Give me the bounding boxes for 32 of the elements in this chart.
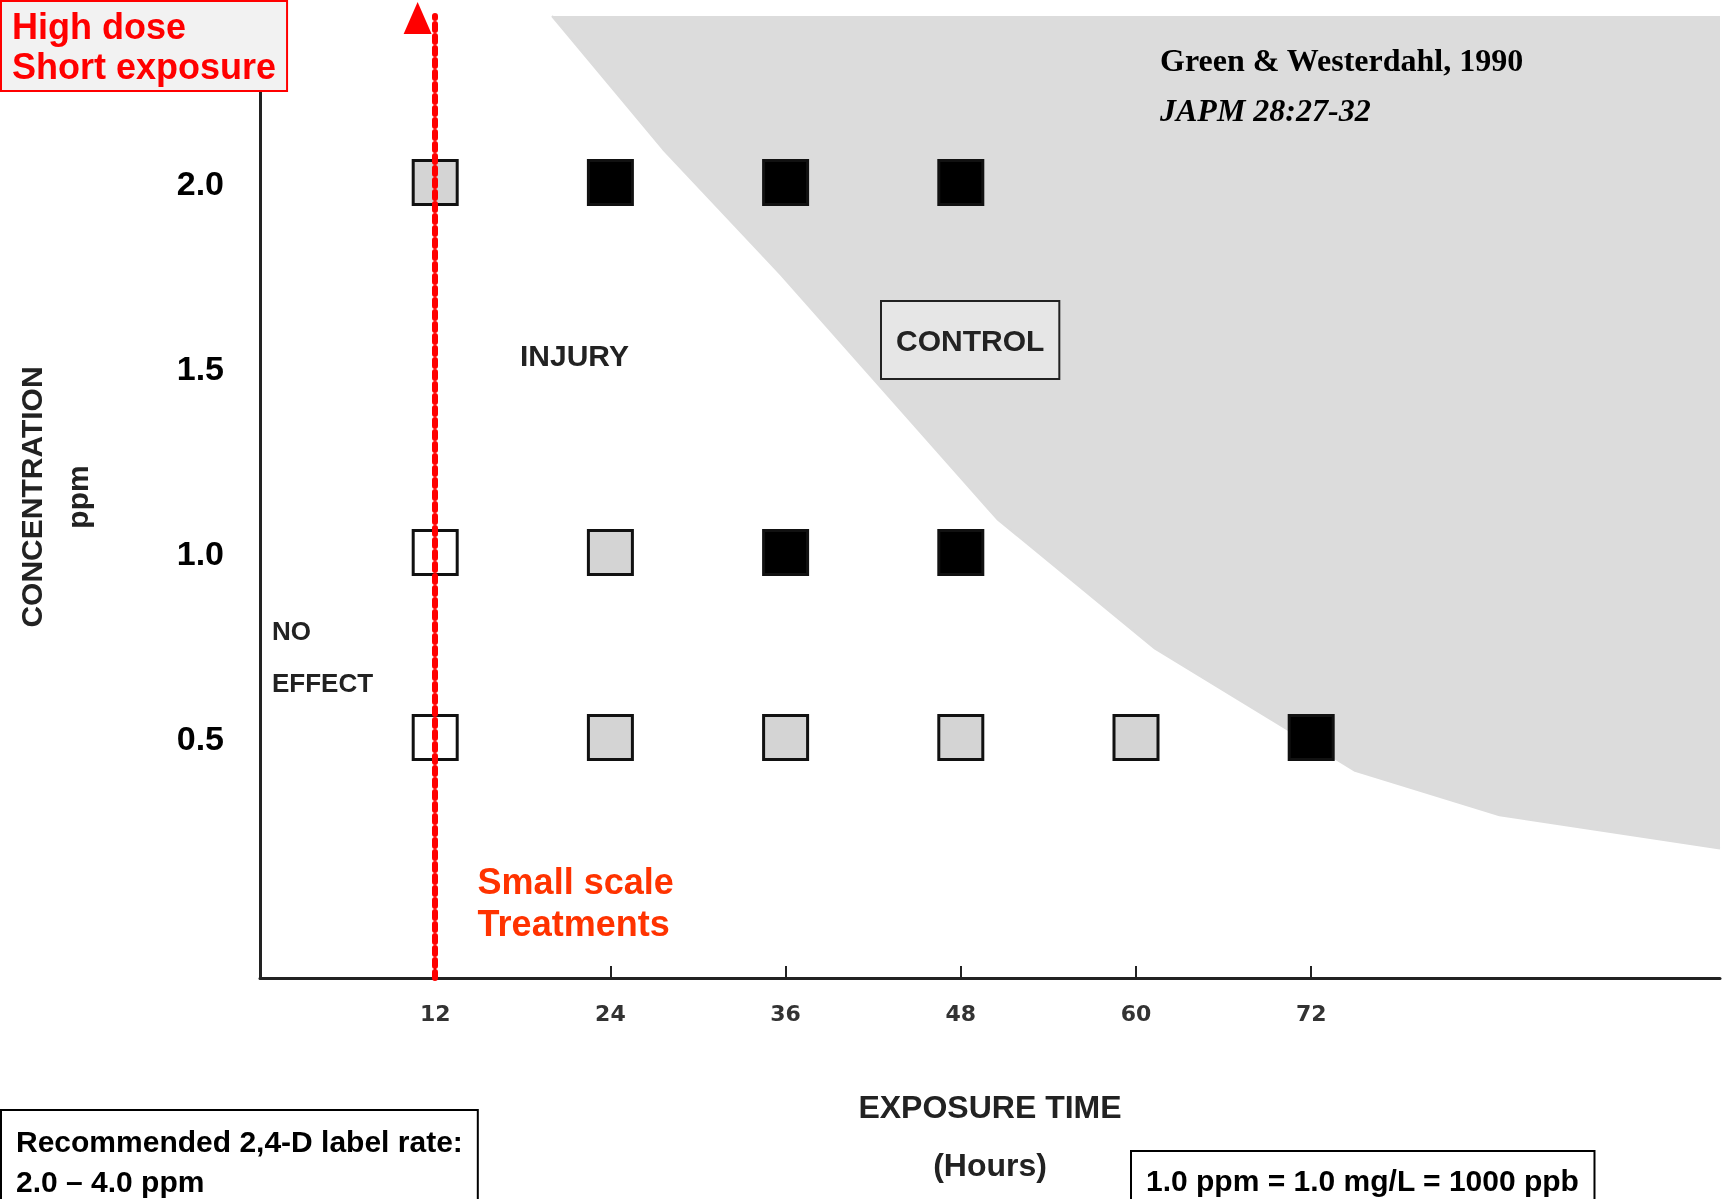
x-tick-label: 24 xyxy=(595,1000,626,1026)
text: Recommended 2,4-D label rate: 2.0 – 4.0 ppm xyxy=(16,1124,463,1198)
y-tick-label: 2.0 xyxy=(176,163,224,202)
x-tick-label: 36 xyxy=(770,1000,801,1026)
x-tick-label: 60 xyxy=(1120,1000,1152,1026)
point xyxy=(937,159,985,206)
point xyxy=(937,529,985,576)
point xyxy=(586,529,634,576)
point xyxy=(762,529,810,576)
ref-line-label: Small scale Treatments xyxy=(477,860,674,944)
x-axis-title: EXPOSURE TIME (Hours) xyxy=(858,1089,1122,1183)
point xyxy=(937,714,985,761)
x-tick-label: 72 xyxy=(1295,1000,1327,1026)
point xyxy=(1112,714,1160,761)
point xyxy=(586,159,634,206)
y-tick-label: 1.5 xyxy=(176,348,224,387)
annotation: High dose Short exposure xyxy=(12,5,277,87)
y-axis-title: CONCENTRATION ppm xyxy=(14,366,94,628)
point xyxy=(762,714,810,761)
x-tick-label: 48 xyxy=(945,1000,977,1026)
annotation: CONTROL xyxy=(896,323,1045,357)
point xyxy=(586,714,634,761)
y-tick-label: 1.0 xyxy=(176,533,224,572)
y-tick-label: 0.5 xyxy=(176,718,224,757)
point xyxy=(1287,714,1335,761)
annotation: JAPM 28:27-32 xyxy=(1159,92,1371,128)
point xyxy=(762,159,810,206)
annotation: Green & Westerdahl, 1990 xyxy=(1160,42,1524,78)
text: 1.0 ppm = 1.0 mg/L = 1000 ppb xyxy=(1146,1163,1579,1197)
annotation: NO EFFECT xyxy=(272,616,374,698)
x-tick-label: 12 xyxy=(419,1000,451,1026)
annotation: INJURY xyxy=(520,338,629,372)
